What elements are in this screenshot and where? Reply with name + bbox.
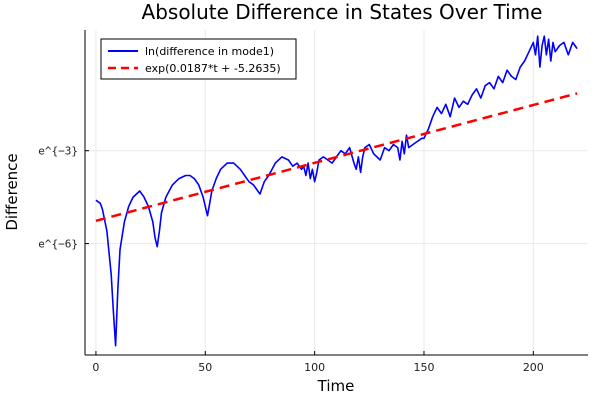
legend-box [100,38,297,80]
x-tick-label: 50 [198,361,212,374]
x-tick-label: 0 [92,361,99,374]
legend: ln(difference in mode1) exp(0.0187*t + -… [100,38,297,80]
y-tick-label: e^{−3} [38,145,78,158]
grid-layer [85,30,588,355]
y-tick-layer: e^{−3} e^{−6} [38,145,89,251]
series-line-2 [95,92,578,223]
legend-label-series-2: exp(0.0187*t + -5.2635) [145,62,281,75]
x-tick-label: 150 [413,361,434,374]
chart-title: Absolute Difference in States Over Time [142,0,543,24]
x-tick-layer: 0 50 100 150 200 [92,351,544,374]
legend-label-series-1: ln(difference in mode1) [145,45,274,58]
series-layer [95,35,578,347]
y-axis-label: Difference [3,153,21,230]
x-tick-label: 200 [523,361,544,374]
axes-frame [84,30,588,356]
x-axis-label: Time [317,377,355,395]
series-line-1 [95,35,578,347]
x-tick-label: 100 [304,361,325,374]
y-tick-label: e^{−6} [38,238,78,251]
